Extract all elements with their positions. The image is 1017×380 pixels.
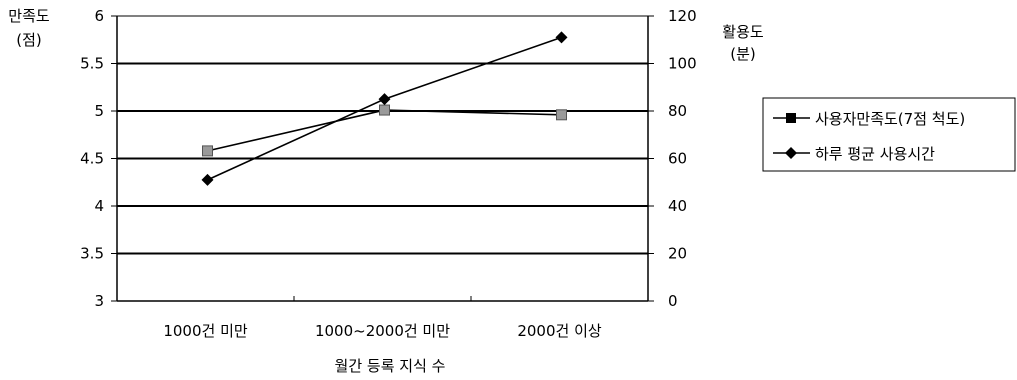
right-tick-label: 80	[668, 102, 687, 120]
legend: 사용자만족도(7점 척도) 하루 평균 사용시간	[762, 97, 1016, 172]
left-tick-label: 4	[94, 197, 104, 215]
x-tick-label: 1000건 미만	[163, 322, 248, 340]
right-tick-label: 0	[668, 292, 678, 310]
left-axis-ticks: 3 3.5 4 4.5 5 5.5 6	[80, 7, 117, 310]
data-point-1	[201, 173, 214, 186]
x-tick-label: 1000~2000건 미만	[315, 322, 450, 340]
left-tick-label: 3	[94, 292, 104, 310]
right-tick-label: 100	[668, 55, 697, 73]
data-point-1	[555, 31, 568, 44]
legend-marker-usage	[785, 147, 797, 159]
left-tick-label: 6	[94, 7, 104, 25]
legend-marker-satisfaction	[786, 113, 796, 123]
data-point-0	[379, 104, 390, 116]
left-tick-label: 5.5	[80, 55, 104, 73]
series-group	[201, 31, 568, 186]
data-point-0	[202, 145, 213, 157]
grid-lines	[117, 62, 648, 255]
data-point-1	[378, 93, 391, 106]
right-tick-label: 120	[668, 7, 697, 25]
legend-label-satisfaction: 사용자만족도(7점 척도)	[815, 110, 965, 128]
data-point-0	[556, 109, 567, 121]
left-tick-label: 4.5	[80, 150, 104, 168]
legend-box	[762, 97, 1016, 172]
series-line-0	[207, 109, 562, 152]
left-axis-title-line1: 만족도	[8, 7, 50, 25]
legend-label-usage: 하루 평균 사용시간	[815, 145, 935, 163]
left-axis-title-line2: (점)	[16, 31, 42, 49]
left-tick-label: 3.5	[80, 245, 104, 263]
left-tick-label: 5	[94, 102, 104, 120]
right-axis-title-line2: (분)	[730, 45, 756, 63]
right-axis-ticks: 0 20 40 60 80 100 120	[648, 7, 697, 310]
x-axis-title: 월간 등록 지식 수	[335, 357, 446, 375]
x-tick-label: 2000건 이상	[517, 322, 602, 340]
right-axis-title-line1: 활용도	[722, 23, 764, 41]
right-tick-label: 60	[668, 150, 687, 168]
x-axis-ticks: 1000건 미만 1000~2000건 미만 2000건 이상	[163, 296, 602, 340]
right-tick-label: 20	[668, 245, 687, 263]
right-tick-label: 40	[668, 197, 687, 215]
